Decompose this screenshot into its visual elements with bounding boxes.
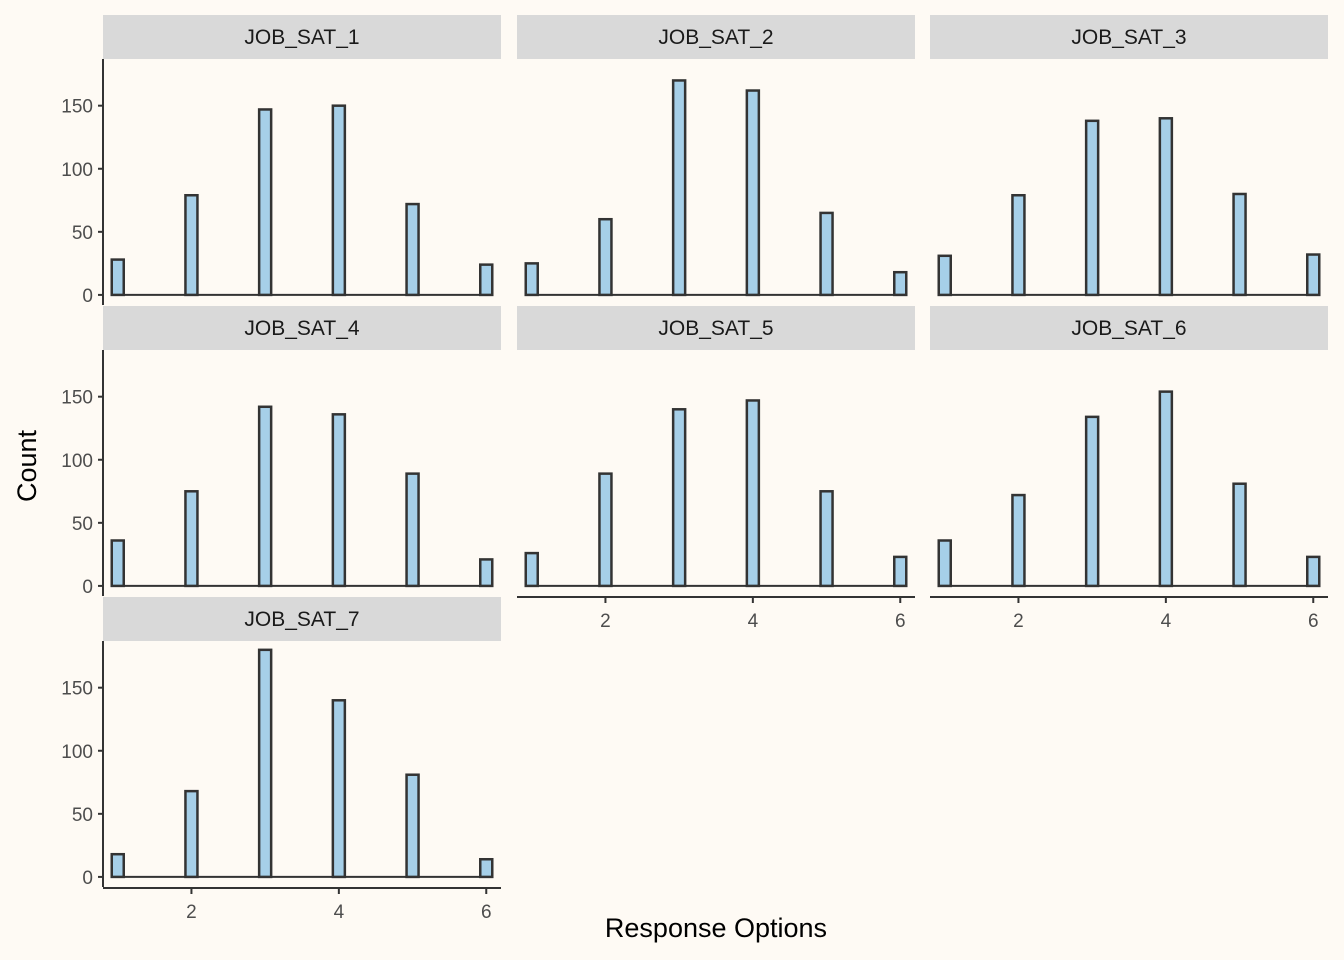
y-tick-label: 100 — [61, 160, 93, 181]
histogram-bar — [745, 89, 761, 297]
panel-job_sat_2: JOB_SAT_2 — [517, 15, 915, 297]
histogram-bar — [405, 773, 420, 879]
histogram-bar — [1232, 482, 1247, 588]
x-tick-label: 6 — [895, 611, 906, 632]
panel-job_sat_6: JOB_SAT_6 2 4 6 — [930, 306, 1328, 632]
histogram-bar — [745, 399, 761, 588]
x-tick-label: 4 — [334, 902, 345, 923]
y-tick-label: 50 — [72, 805, 93, 826]
histogram-bar — [1306, 253, 1321, 297]
panel-strip — [103, 306, 501, 350]
x-tick-label: 2 — [186, 902, 197, 923]
histogram-bar — [184, 789, 199, 879]
panel-strip-label: JOB_SAT_7 — [244, 608, 359, 631]
panel-job_sat_1: JOB_SAT_1 0 50 100 150 — [61, 15, 501, 307]
histogram-bar — [598, 217, 613, 297]
histogram-bar — [257, 108, 273, 297]
histogram-bar — [671, 79, 687, 297]
histogram-bar — [405, 472, 420, 588]
panel-strip-label: JOB_SAT_6 — [1071, 317, 1186, 340]
y-tick-label: 0 — [82, 286, 93, 307]
histogram-bar — [1011, 193, 1026, 297]
histogram-bar — [524, 551, 539, 588]
panel-job_sat_4: JOB_SAT_4 0 50 100 150 — [61, 306, 501, 598]
histogram-bar — [1232, 192, 1247, 297]
histogram-bar — [110, 539, 125, 588]
y-tick-label: 100 — [61, 742, 93, 763]
y-tick-label: 50 — [72, 223, 93, 244]
panel-strip — [517, 306, 915, 350]
histogram-bar — [257, 648, 273, 879]
histogram-bar — [479, 263, 494, 297]
panel-strip-label: JOB_SAT_2 — [658, 26, 773, 49]
x-tick-label: 2 — [600, 611, 611, 632]
histogram-bar — [110, 258, 125, 297]
y-tick-label: 50 — [72, 514, 93, 535]
histogram-bar — [1084, 415, 1100, 588]
histogram-bar — [331, 104, 347, 297]
y-tick-label: 0 — [82, 577, 93, 598]
panel-strip — [930, 15, 1328, 59]
histogram-bar — [184, 193, 199, 297]
histogram-bar — [937, 539, 952, 588]
x-tick-label: 6 — [481, 902, 492, 923]
histogram-bar — [1158, 117, 1174, 297]
panel-strip-label: JOB_SAT_1 — [244, 26, 359, 49]
histogram-bar — [184, 490, 199, 588]
histogram-bar — [893, 270, 908, 297]
histogram-bar — [893, 555, 908, 588]
panel-strip — [930, 306, 1328, 350]
x-axis-title: Response Options — [605, 913, 827, 943]
panel-strip-label: JOB_SAT_4 — [244, 317, 359, 340]
histogram-bar — [1011, 493, 1026, 588]
panel-strip — [103, 15, 501, 59]
y-tick-label: 0 — [82, 868, 93, 889]
x-tick-label: 6 — [1308, 611, 1319, 632]
y-tick-label: 150 — [61, 97, 93, 118]
y-axis-title: Count — [12, 429, 42, 502]
histogram-bar — [405, 202, 420, 297]
x-tick-label: 4 — [1161, 611, 1172, 632]
histogram-bar — [1158, 390, 1174, 588]
histogram-bar — [524, 262, 539, 297]
panel-strip-label: JOB_SAT_3 — [1071, 26, 1186, 49]
y-tick-label: 150 — [61, 679, 93, 700]
histogram-bar — [331, 413, 347, 588]
histogram-bar — [331, 699, 347, 879]
panel-job_sat_7: JOB_SAT_7 0 50 100 150 2 4 6 — [61, 597, 501, 923]
panel-job_sat_3: JOB_SAT_3 — [930, 15, 1328, 297]
panel-strip — [517, 15, 915, 59]
histogram-bar — [819, 211, 834, 297]
histogram-bar — [479, 857, 494, 879]
x-tick-label: 4 — [748, 611, 759, 632]
panel-strip-label: JOB_SAT_5 — [658, 317, 773, 340]
histogram-bar — [937, 254, 952, 297]
histogram-bar — [257, 405, 273, 588]
panel-strip — [103, 597, 501, 641]
x-tick-label: 2 — [1013, 611, 1024, 632]
panel-job_sat_5: JOB_SAT_5 2 4 6 — [517, 306, 915, 632]
histogram-bar — [598, 472, 613, 588]
histogram-bar — [819, 490, 834, 588]
y-tick-label: 100 — [61, 451, 93, 472]
histogram-bar — [110, 852, 125, 879]
histogram-bar — [1306, 555, 1321, 588]
histogram-bar — [479, 558, 494, 588]
y-tick-label: 150 — [61, 388, 93, 409]
histogram-bar — [671, 408, 687, 588]
histogram-bar — [1084, 119, 1100, 297]
